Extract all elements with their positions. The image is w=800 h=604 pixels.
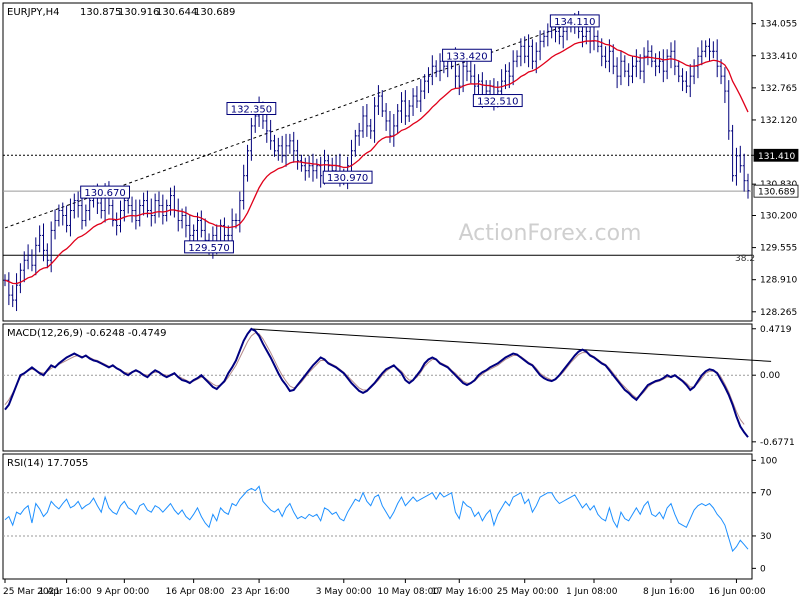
annotation-box — [80, 185, 130, 199]
price-annotation: 129.570 — [184, 240, 234, 254]
annotation-label: 130.970 — [327, 173, 368, 184]
price-tick-label: 134.055 — [760, 20, 797, 30]
annotation-box — [442, 48, 492, 62]
moving-average-line — [4, 39, 749, 285]
annotation-label: 130.670 — [84, 188, 125, 199]
watermark: ActionForex.com — [459, 221, 642, 246]
annotation-label: 134.110 — [554, 17, 595, 28]
price-tag: 130.689 — [758, 188, 795, 198]
annotation-box — [226, 102, 277, 116]
annotation-box — [472, 94, 523, 108]
time-tick-label: 8 Jun 16:00 — [643, 587, 695, 597]
rsi-line — [4, 485, 749, 553]
rsi-tick-label: 100 — [760, 456, 777, 466]
annotation-label: 132.510 — [477, 97, 518, 108]
annotation-box — [322, 170, 373, 184]
ohlc-high: 130.916 — [118, 7, 159, 18]
price-annotation: 132.350 — [226, 102, 277, 116]
price-panel-frame — [2, 2, 753, 322]
time-tick-label: 16 Apr 08:00 — [166, 587, 225, 597]
fib-label: 38.2 — [735, 254, 755, 264]
price-annotation: 130.970 — [322, 170, 373, 184]
annotation-box — [184, 240, 234, 254]
ohlc-close: 130.689 — [194, 7, 235, 18]
price-annotation: 133.420 — [442, 48, 492, 62]
time-tick-label: 1 Jun 08:00 — [566, 587, 618, 597]
rsi-tick-label: 70 — [760, 489, 772, 499]
price-tick-label: 128.910 — [760, 276, 797, 286]
rsi-layer — [3, 485, 752, 553]
level-tag: 131.410 — [758, 152, 795, 162]
macd-panel-frame — [2, 323, 753, 452]
price-tick-label: 133.410 — [760, 52, 797, 62]
time-tick-label: 16 Jun 00:00 — [708, 587, 765, 597]
price-annotation: 134.110 — [549, 14, 600, 28]
level-tag-box — [753, 148, 799, 162]
ohlc-low: 130.644 — [156, 7, 197, 18]
price-tick-label: 129.555 — [760, 244, 797, 254]
price-tick-label: 130.200 — [760, 211, 797, 221]
time-tick-label: 3 May 00:00 — [316, 587, 372, 597]
macd-signal-line — [4, 332, 745, 425]
macd-line — [4, 327, 749, 438]
rsi-tick-label: 0 — [760, 564, 766, 574]
macd-trendline — [251, 328, 772, 362]
time-tick-label: 10 May 08:00 — [377, 587, 439, 597]
price-tick-label: 132.120 — [760, 116, 797, 126]
time-tick-label: 17 May 16:00 — [431, 587, 493, 597]
time-tick-label: 25 Mar 2021 — [3, 587, 60, 597]
ohlc-open: 130.875 — [80, 7, 121, 18]
macd-title: MACD(12,26,9) -0.6248 -0.4749 — [7, 328, 167, 339]
price-title: EURJPY,H4 — [7, 7, 60, 18]
annotation-label: 129.570 — [188, 243, 229, 254]
time-tick-label: 9 Apr 00:00 — [96, 587, 149, 597]
price-annotation: 132.510 — [472, 94, 523, 108]
macd-layer — [3, 327, 772, 438]
price-annotation: 130.670 — [80, 185, 130, 199]
annotation-label: 132.350 — [231, 105, 272, 116]
macd-tick-label: 0.4719 — [760, 325, 792, 335]
annotation-box — [549, 14, 600, 28]
rsi-panel-frame — [2, 453, 753, 580]
price-tag-box — [753, 184, 799, 198]
rsi-title: RSI(14) 17.7055 — [7, 458, 88, 469]
macd-tick-label: -0.6771 — [760, 438, 795, 448]
axis-layer: 134.055133.410132.765132.120131.410130.8… — [3, 20, 799, 597]
time-tick-label: 25 May 00:00 — [497, 587, 559, 597]
price-tick-label: 132.765 — [760, 84, 797, 94]
time-tick-label: 1 Apr 16:00 — [39, 587, 92, 597]
time-tick-label: 23 Apr 16:00 — [231, 587, 290, 597]
rsi-tick-label: 30 — [760, 532, 772, 542]
price-tick-label: 128.265 — [760, 308, 797, 318]
price-layer: 130.670 132.350 129.570 130.970 133.420 132.5… — [3, 10, 752, 312]
macd-tick-label: 0.00 — [760, 371, 780, 381]
annotation-label: 133.420 — [446, 51, 487, 62]
